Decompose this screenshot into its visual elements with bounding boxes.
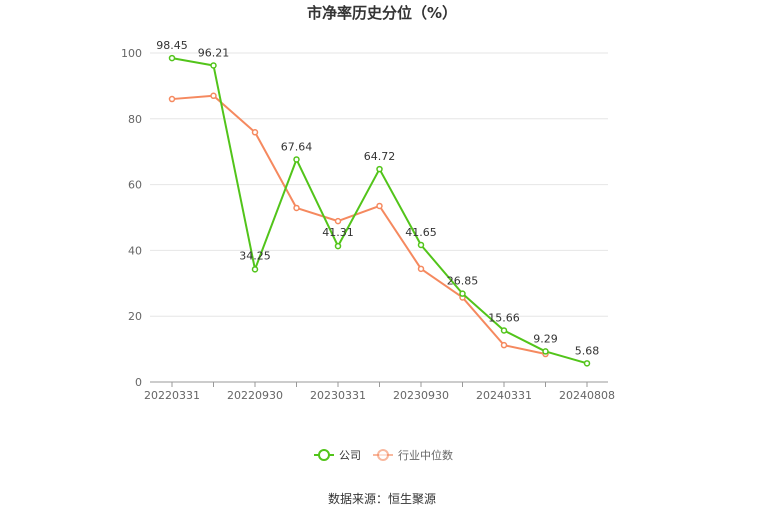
legend: 公司 行业中位数 [314, 448, 453, 462]
y-tick-label-0: 0 [135, 376, 142, 389]
data-label-20230630: 64.72 [364, 150, 396, 163]
data-label-20230930: 41.65 [405, 226, 437, 239]
data-label-20231229: 26.85 [447, 275, 479, 288]
data-label-20220930: 34.25 [239, 249, 271, 262]
chart-title: 市净率历史分位（%） [307, 4, 457, 22]
legend-swatch-marker-1 [377, 449, 389, 461]
point-s1-20221230 [293, 204, 300, 212]
data-label-20220331: 98.45 [156, 39, 188, 52]
data-label-20240331: 15.66 [488, 311, 520, 324]
point-s0-20220331 [168, 54, 176, 62]
point-s1-20230331 [334, 217, 342, 225]
source-note: 数据来源：恒生聚源 [328, 491, 436, 506]
legend-item-1: 行业中位数 [373, 448, 453, 462]
data-labels: 98.45 96.21 34.25 67.64 41.31 64.72 41.65 26.85… [156, 39, 599, 357]
point-s0-20230630 [376, 165, 383, 173]
point-s0-20230930 [417, 241, 425, 249]
legend-label-1: 行业中位数 [398, 448, 453, 462]
legend-swatch-marker-0 [318, 449, 330, 461]
x-tick-label-20220930: 20220930 [227, 389, 283, 402]
data-label-20230331: 41.31 [322, 226, 354, 239]
point-s1-20220331 [168, 95, 176, 103]
x-tick-label-20240331: 20240331 [476, 389, 532, 402]
axes: 0 20 40 60 80 100 20220331 20220930 20230331 2023… [121, 47, 615, 402]
legend-label-0: 公司 [339, 449, 361, 462]
point-s0-20220930 [251, 266, 259, 273]
series-line-1 [171, 94, 546, 356]
series-lines [168, 54, 591, 367]
point-s0-20220630 [210, 62, 217, 69]
point-s0-20240628 [542, 348, 549, 355]
legend-item-0: 公司 [314, 449, 361, 462]
point-s0-20221230 [293, 156, 300, 163]
data-label-20220630: 96.21 [198, 46, 230, 59]
x-tick-label-20220331: 20220331 [144, 389, 200, 402]
data-label-20221230: 67.64 [281, 140, 313, 153]
y-tick-label-40: 40 [128, 244, 142, 257]
y-tick-label-60: 60 [128, 179, 142, 192]
x-tick-label-20240808: 20240808 [559, 389, 615, 402]
point-s1-20220630 [210, 92, 217, 100]
series-line-0 [171, 57, 588, 365]
point-s0-20240808 [583, 360, 591, 367]
x-tick-label-20230331: 20230331 [310, 389, 366, 402]
data-label-20240808: 5.68 [575, 344, 600, 357]
point-s1-20240331 [500, 341, 508, 349]
data-label-20240628: 9.29 [533, 332, 558, 345]
y-tick-label-100: 100 [121, 47, 142, 60]
point-s1-20230630 [376, 202, 383, 210]
point-s1-20230930 [417, 265, 425, 273]
grid-lines [150, 52, 608, 317]
point-s0-20240331 [500, 327, 508, 334]
x-tick-label-20230930: 20230930 [393, 389, 449, 402]
point-s0-20231229 [459, 290, 466, 297]
point-s1-20220930 [251, 129, 259, 136]
point-s0-20230331 [334, 242, 342, 250]
y-tick-label-20: 20 [128, 310, 142, 323]
y-tick-label-80: 80 [128, 113, 142, 126]
